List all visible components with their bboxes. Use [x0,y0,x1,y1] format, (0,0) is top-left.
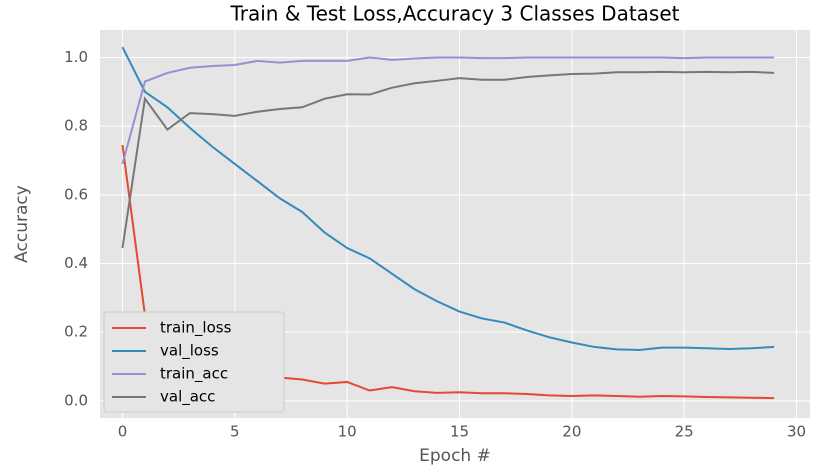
line-series [121,70,775,249]
legend-box [103,311,285,413]
x-tick-label: 25 [675,423,694,441]
line-series [121,46,775,352]
y-tick-label: 0.8 [64,117,88,135]
y-tick-label: 0.0 [64,391,88,409]
line-series [121,56,775,165]
x-tick-label: 10 [338,423,357,441]
y-tick-label: 0.2 [64,323,88,341]
chart-title: Train & Test Loss,Accuracy 3 Classes Dat… [229,2,679,26]
x-tick-label: 30 [787,423,806,441]
y-tick-label: 0.6 [64,185,88,203]
y-axis-label: Accuracy [12,185,32,263]
y-tick-label: 1.0 [64,48,88,66]
y-tick-label: 0.4 [64,254,88,272]
legend-label: train_acc [160,365,228,384]
legend-label: val_loss [160,342,219,361]
legend-label: train_loss [160,319,232,338]
x-tick-label: 5 [230,423,240,441]
x-tick-label: 0 [118,423,128,441]
x-axis-label: Epoch # [419,446,491,466]
x-tick-label: 15 [450,423,469,441]
legend-label: val_acc [160,388,215,407]
x-tick-label: 20 [562,423,581,441]
